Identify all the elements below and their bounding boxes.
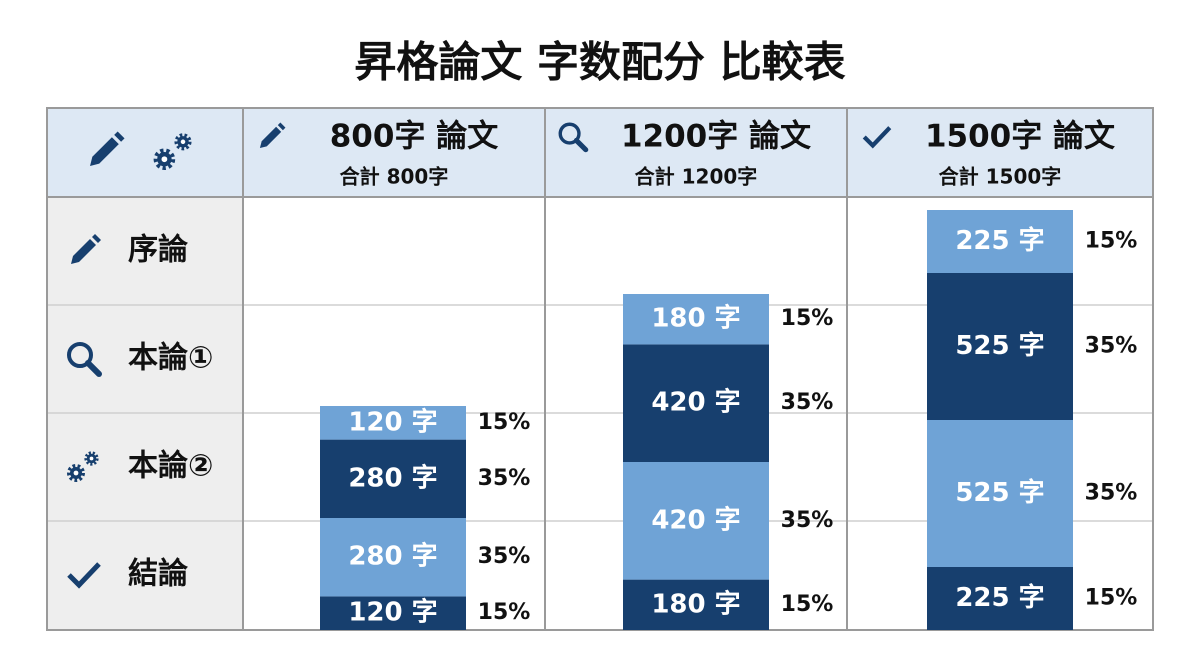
value-label: 225 字 xyxy=(955,582,1044,613)
bar-segment xyxy=(320,406,466,440)
bar-segment xyxy=(623,579,769,630)
value-label: 280 字 xyxy=(348,541,437,572)
value-label: 120 字 xyxy=(348,597,437,628)
value-label: 525 字 xyxy=(955,477,1044,508)
row-label: 本論② xyxy=(128,449,213,484)
bar-segment xyxy=(927,273,1073,420)
percent-label: 35% xyxy=(478,466,531,491)
column-subtitle: 合計 1500字 xyxy=(939,165,1062,189)
percent-label: 35% xyxy=(781,508,834,533)
header-row xyxy=(47,108,1153,197)
percent-label: 15% xyxy=(1085,586,1138,611)
bar-segment xyxy=(320,518,466,597)
bar-segment xyxy=(927,420,1073,567)
percent-label: 35% xyxy=(781,390,834,415)
value-label: 225 字 xyxy=(955,225,1044,256)
bar-segment xyxy=(927,567,1073,630)
row-label: 結論 xyxy=(128,557,188,592)
column-subtitle: 合計 800字 xyxy=(340,165,449,189)
column-subtitle: 合計 1200字 xyxy=(635,165,758,189)
percent-label: 15% xyxy=(478,600,531,625)
row-label: 序論 xyxy=(128,233,188,268)
percent-label: 35% xyxy=(1085,481,1138,506)
bar-segment xyxy=(623,462,769,580)
value-label: 120 字 xyxy=(348,406,437,437)
percent-label: 15% xyxy=(781,306,834,331)
chart-title: 昇格論文 字数配分 比較表 xyxy=(354,38,845,87)
percent-label: 35% xyxy=(1085,334,1138,359)
value-label: 180 字 xyxy=(651,303,740,334)
bar-segment xyxy=(320,596,466,630)
value-label: 420 字 xyxy=(651,504,740,535)
percent-label: 15% xyxy=(478,410,531,435)
value-label: 180 字 xyxy=(651,588,740,619)
bar-segment xyxy=(927,210,1073,273)
percent-label: 15% xyxy=(1085,229,1138,254)
bar-segment xyxy=(623,344,769,462)
column-title: 1500字 論文 xyxy=(925,119,1115,155)
value-label: 420 字 xyxy=(651,387,740,418)
value-label: 280 字 xyxy=(348,462,437,493)
column-title: 800字 論文 xyxy=(330,119,499,155)
bar-segment xyxy=(320,439,466,518)
table-borders xyxy=(46,107,1154,631)
percent-label: 15% xyxy=(781,592,834,617)
percent-label: 35% xyxy=(478,544,531,569)
column-title: 1200字 論文 xyxy=(621,119,811,155)
row-label: 本論① xyxy=(128,341,213,376)
value-label: 525 字 xyxy=(955,330,1044,361)
bar-segment xyxy=(623,294,769,345)
